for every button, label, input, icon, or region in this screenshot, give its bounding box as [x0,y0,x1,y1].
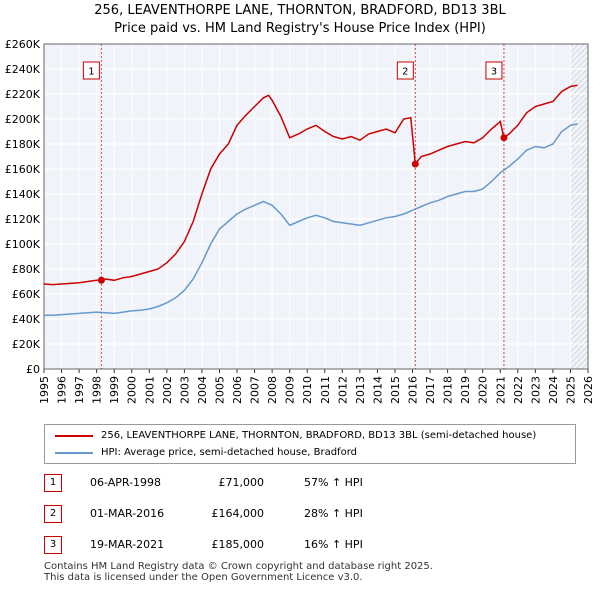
y-tick-label: £80K [12,263,41,276]
transaction-number: 1 [44,474,62,492]
transaction-number: 2 [44,505,62,523]
transaction-date: 06-APR-1998 [90,476,162,489]
x-tick-label: 1998 [91,376,104,404]
y-tick-label: £240K [5,63,41,76]
footer: Contains HM Land Registry data © Crown c… [44,561,433,583]
x-tick-label: 2020 [477,376,490,404]
legend-label-hpi: HPI: Average price, semi-detached house,… [101,447,357,458]
y-tick-label: £100K [5,238,41,251]
x-tick-label: 2018 [442,376,455,404]
x-tick-label: 2002 [161,376,174,404]
y-tick-label: £200K [5,113,41,126]
x-tick-label: 2019 [459,376,472,404]
y-tick-label: £180K [5,138,41,151]
transaction-price: £185,000 [211,538,265,551]
forecast-region [570,44,588,369]
hpi-line [44,123,578,317]
x-tick-label: 2000 [126,376,139,404]
x-tick-label: 2004 [196,376,209,404]
sale-point [500,134,508,142]
x-tick-label: 2001 [143,376,156,404]
legend-swatch-property [55,434,93,437]
x-tick-label: 2013 [354,376,367,404]
property-price-line [43,84,578,286]
y-tick-label: £60K [12,288,41,301]
x-tick-label: 2017 [424,376,437,404]
marker-label: 2 [402,67,408,78]
chart-title: 256, LEAVENTHORPE LANE, THORNTON, BRADFO… [0,2,600,38]
price-chart: £0 £20K £40K £60K £80K £100K £120K £140K £160K £1… [5,38,595,404]
x-tick-label: 1996 [56,376,69,404]
y-tick-label: £220K [5,88,41,101]
y-tick-label: £260K [5,38,41,51]
transaction-price: £164,000 [211,507,265,520]
x-tick-label: 2015 [389,376,402,404]
legend: 256, LEAVENTHORPE LANE, THORNTON, BRADFO… [44,424,576,464]
marker-label-box [396,61,414,80]
sale-point [411,160,419,168]
x-tick-label: 2009 [284,376,297,404]
transaction-price: £71,000 [218,476,265,489]
sale-point [97,276,105,284]
transaction-date: 19-MAR-2021 [90,538,165,551]
y-tick-label: £40K [12,313,41,326]
x-tick-label: 2008 [266,376,279,404]
x-tick-label: 2014 [371,376,384,404]
x-tick-label: 2003 [178,376,191,404]
marker-label: 1 [88,67,94,78]
x-tick-label: 2005 [213,376,226,404]
footer-line-2: This data is licensed under the Open Gov… [44,572,363,583]
x-tick-label: 2007 [249,376,262,404]
plot-border [43,43,589,370]
x-tick-label: 1997 [73,376,86,404]
y-tick-label: £120K [5,213,41,226]
x-tick-label: 2022 [512,376,525,404]
transaction-hpi: 16% ↑ HPI [304,538,363,551]
marker-label-box [82,61,100,80]
y-tick-label: £140K [5,188,41,201]
x-tick-label: 1995 [38,376,51,404]
plot-area [44,44,588,369]
y-tick-label: £0 [26,363,40,376]
x-tick-label: 1999 [108,376,121,404]
legend-item-property: 256, LEAVENTHORPE LANE, THORNTON, BRADFO… [55,430,536,441]
x-tick-label: 2012 [336,376,349,404]
marker-label-box [485,61,503,80]
title-line-1: 256, LEAVENTHORPE LANE, THORNTON, BRADFO… [94,3,506,18]
legend-swatch-hpi [55,451,93,454]
footer-line-1: Contains HM Land Registry data © Crown c… [44,561,433,572]
x-tick-label: 2021 [494,376,507,404]
x-tick-label: 2016 [407,376,420,404]
x-tick-label: 2024 [547,376,560,404]
y-tick-label: £20K [12,338,41,351]
title-line-2: Price paid vs. HM Land Registry's House … [114,21,486,36]
transaction-number: 3 [44,536,62,554]
transaction-date: 01-MAR-2016 [90,507,165,520]
x-tick-label: 2006 [231,376,244,404]
x-tick-label: 2026 [582,376,595,404]
y-tick-label: £160K [5,163,41,176]
transaction-hpi: 28% ↑ HPI [304,507,363,520]
legend-item-hpi: HPI: Average price, semi-detached house,… [55,447,357,458]
x-tick-label: 2025 [564,376,577,404]
transaction-hpi: 57% ↑ HPI [304,476,363,489]
x-tick-label: 2010 [301,376,314,404]
marker-label: 3 [491,67,497,78]
legend-label-property: 256, LEAVENTHORPE LANE, THORNTON, BRADFO… [101,430,537,441]
x-tick-label: 2023 [529,376,542,404]
x-tick-label: 2011 [319,376,332,404]
